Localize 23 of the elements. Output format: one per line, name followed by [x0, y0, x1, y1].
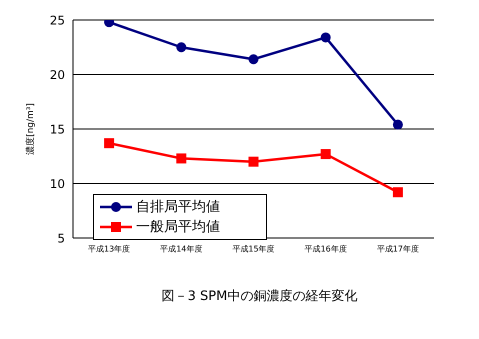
text: 図－3 SPM中の銅濃度の経年変化 [160, 288, 358, 305]
x-tick-label: 平成14年度 [160, 244, 202, 254]
legend-label: 一般局平均値 [136, 218, 220, 236]
point [320, 149, 331, 160]
point [104, 138, 114, 148]
y-tick-label: 10 [50, 176, 65, 191]
y-tick-label: 25 [50, 13, 65, 28]
y-tick-label: 5 [57, 231, 65, 246]
point [248, 156, 258, 167]
legend-label: 自排局平均値 [136, 198, 220, 216]
y-tick-label: 15 [50, 122, 65, 136]
point [320, 32, 331, 42]
x-tick-label: 平成16年度 [304, 244, 347, 254]
point [176, 153, 186, 164]
point [392, 187, 403, 198]
point [176, 42, 186, 52]
x-tick-label: 平成15年度 [232, 244, 275, 254]
x-tick-label: 平成13年度 [88, 244, 130, 254]
x-tick-label: 平成17年度 [376, 244, 419, 254]
y-tick-label: 20 [50, 68, 65, 82]
y-axis-title: 濃度[ng/m³] [25, 103, 36, 155]
point [392, 120, 403, 130]
point [248, 54, 258, 64]
